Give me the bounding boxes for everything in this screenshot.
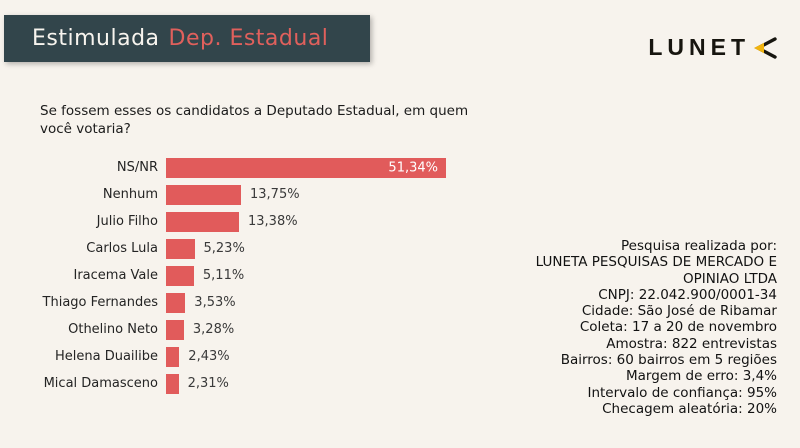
banner-title-accent: Dep. Estadual <box>168 26 329 51</box>
bar <box>166 238 195 259</box>
bar-value-label: 13,75% <box>250 187 300 202</box>
bar-category-label: Thiago Fernandes <box>42 295 158 310</box>
logo-text: LUNET <box>648 34 750 60</box>
methodology-panel: Pesquisa realizada por: LUNETA PESQUISAS … <box>536 238 777 417</box>
methodology-line: Margem de erro: 3,4% <box>626 368 777 385</box>
methodology-line: Bairros: 60 bairros em 5 regiões <box>560 352 777 369</box>
methodology-line: Intervalo de confiança: 95% <box>587 384 777 401</box>
methodology-line: Checagem aleatória: 20% <box>602 400 777 417</box>
chart-row: Othelino Neto 3,28% <box>40 316 540 343</box>
bar-value-label: 51,34% <box>388 160 438 175</box>
bar-category-label: Iracema Vale <box>73 268 158 283</box>
bar-category-label: Carlos Lula <box>86 241 158 256</box>
chart-row: Julio Filho 13,38% <box>40 208 540 235</box>
logo-arrow-icon <box>754 36 777 59</box>
methodology-line: Amostra: 822 entrevistas <box>606 335 777 352</box>
bar-value-label: 3,53% <box>194 295 236 310</box>
bar <box>166 373 179 394</box>
title-banner: Estimulada Dep. Estadual <box>4 15 370 62</box>
bar <box>166 211 239 232</box>
bar: 51,34% <box>166 157 446 178</box>
methodology-line: Cidade: São José de Ribamar <box>581 303 777 320</box>
chart-row: Helena Duailibe 2,43% <box>40 343 540 370</box>
methodology-line: CNPJ: 22.042.900/0001-34 <box>598 286 777 303</box>
bar-category-label: NS/NR <box>116 160 158 175</box>
bar <box>166 319 184 340</box>
chart-row: Iracema Vale 5,11% <box>40 262 540 289</box>
bar-category-label: Julio Filho <box>96 214 158 229</box>
bar-category-label: Nenhum <box>102 187 158 202</box>
bar-chart: NS/NR 51,34% Nenhum 13,75% Julio Filho 13,38%… <box>40 154 540 397</box>
bar <box>166 265 194 286</box>
chart-row: Carlos Lula 5,23% <box>40 235 540 262</box>
bar <box>166 346 180 367</box>
bar-value-label: 3,28% <box>192 322 235 337</box>
chart-row: Mical Damasceno 2,31% <box>40 370 540 397</box>
banner-title-plain: Estimulada <box>32 26 160 51</box>
survey-question: Se fossem esses os candidatos a Deputado… <box>40 103 469 138</box>
bar-value-label: 5,11% <box>202 268 245 283</box>
bar <box>166 184 241 205</box>
chart-row: Thiago Fernandes 3,53% <box>40 289 540 316</box>
lunet-logo: LUNET <box>648 34 777 61</box>
bar-value-label: 5,23% <box>203 241 245 256</box>
methodology-line: OPINIAO LTDA <box>682 270 777 287</box>
chart-row: NS/NR 51,34% <box>40 154 540 181</box>
chart-row: Nenhum 13,75% <box>40 181 540 208</box>
bar-category-label: Othelino Neto <box>68 322 158 337</box>
bar-category-label: Mical Damasceno <box>43 376 158 391</box>
bar-value-label: 2,31% <box>187 376 229 391</box>
bar-category-label: Helena Duailibe <box>54 349 158 364</box>
bar <box>166 292 186 313</box>
methodology-line: Pesquisa realizada por: <box>621 238 777 254</box>
bar-value-label: 13,38% <box>248 214 298 229</box>
bar-value-label: 2,43% <box>188 349 230 364</box>
methodology-line: LUNETA PESQUISAS DE MERCADO E <box>535 254 777 271</box>
methodology-line: Coleta: 17 a 20 de novembro <box>579 319 777 336</box>
